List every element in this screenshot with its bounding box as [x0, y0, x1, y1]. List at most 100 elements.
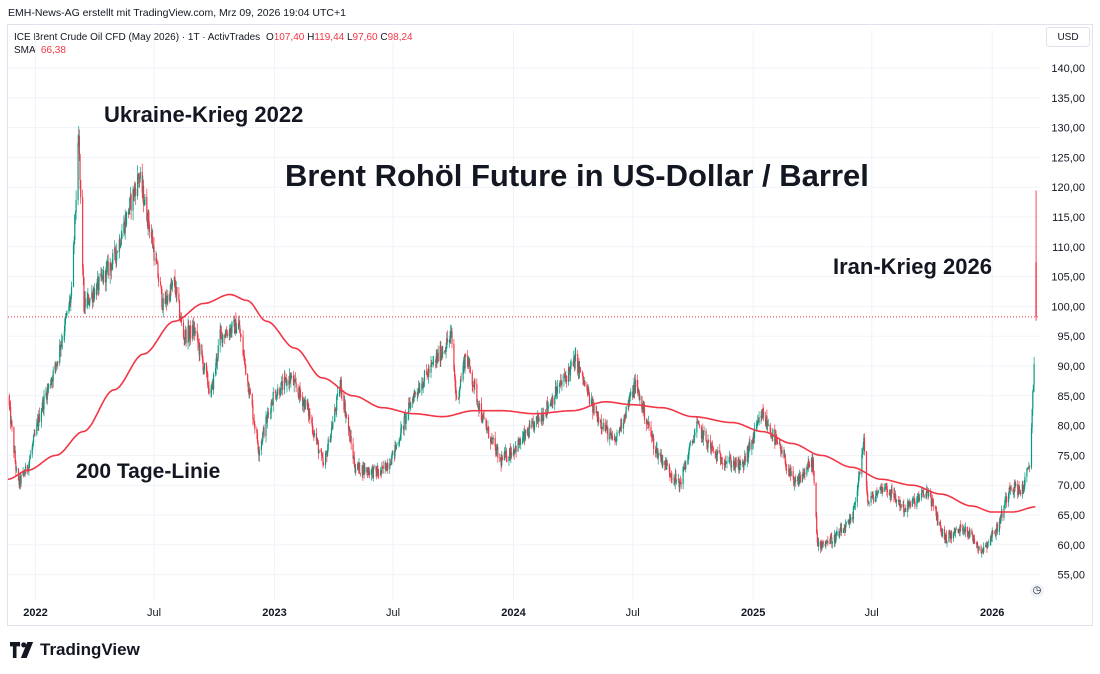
candle-body	[802, 471, 804, 475]
candle-body	[531, 420, 534, 422]
candle-body	[882, 487, 884, 492]
candle-body	[871, 496, 873, 498]
candle-body	[425, 370, 428, 373]
candle-body	[928, 492, 930, 496]
candle-body	[313, 433, 316, 436]
candle-body	[872, 492, 874, 498]
candle-body	[554, 397, 556, 405]
candle-body	[389, 463, 391, 469]
candle-body	[830, 535, 832, 538]
candle-body	[203, 369, 205, 371]
candle-body	[334, 408, 337, 410]
candle-body	[87, 294, 90, 305]
candle-body	[545, 414, 547, 415]
sma-label[interactable]: SMA	[14, 45, 36, 56]
candle-body	[157, 263, 159, 278]
candle-body	[888, 491, 890, 496]
tradingview-logo[interactable]: TradingView	[10, 640, 140, 660]
candle-body	[932, 499, 934, 501]
candle-body	[298, 393, 300, 399]
candle-body	[372, 467, 374, 478]
x-tick-label: Jul	[865, 607, 879, 619]
candle-body	[630, 391, 632, 396]
candle-body	[510, 452, 513, 456]
chart-title: Brent Rohöl Future in US-Dollar / Barrel	[285, 158, 869, 193]
candle-body	[510, 452, 512, 459]
candle-body	[520, 443, 522, 445]
candle-body	[243, 355, 245, 359]
chart-attribution: EMH-News-AG erstellt mit TradingView.com…	[8, 7, 346, 19]
candle-body	[591, 399, 593, 400]
candle-body	[298, 387, 300, 399]
candle-body	[396, 444, 398, 446]
candle-body	[615, 440, 617, 442]
candle-body	[807, 461, 809, 470]
candle-body	[787, 470, 790, 472]
candle-body	[197, 334, 199, 344]
candle-body	[577, 354, 579, 374]
candle-body	[124, 217, 126, 234]
candle-body	[36, 420, 39, 424]
candle-body	[863, 437, 866, 452]
candle-body	[867, 494, 869, 503]
candle-body	[708, 440, 710, 441]
candle-body	[224, 334, 226, 338]
candle-body	[381, 466, 384, 467]
candle-body	[42, 399, 44, 409]
candle-body	[97, 277, 99, 291]
candle-body	[381, 466, 383, 473]
candle-body	[327, 439, 329, 450]
clock-icon[interactable]: ◷	[1030, 584, 1044, 598]
candle-body	[921, 492, 923, 494]
candle-body	[662, 461, 664, 466]
candle-body	[836, 531, 838, 536]
currency-button[interactable]: USD	[1046, 27, 1090, 47]
candle-body	[80, 179, 82, 198]
candle-body	[643, 404, 646, 420]
candle-body	[803, 471, 805, 477]
candle-body	[824, 544, 826, 546]
candle-body	[285, 378, 287, 386]
candle-body	[620, 419, 622, 431]
symbol-name[interactable]: ICE Brent Crude Oil CFD (May 2026) · 1T …	[14, 32, 261, 43]
candle-body	[100, 272, 102, 277]
candle-body	[116, 251, 118, 261]
candle-body	[1023, 485, 1025, 491]
candle-body	[391, 455, 393, 465]
candle-body	[334, 408, 336, 422]
candle-body	[622, 422, 625, 429]
candle-body	[696, 421, 698, 433]
candle-body	[165, 295, 168, 303]
candle-body	[399, 439, 401, 441]
candle-body	[161, 306, 164, 310]
candle-body	[981, 551, 983, 553]
candle-body	[674, 473, 676, 484]
candle-body	[954, 532, 956, 534]
candle-body	[404, 416, 406, 417]
candle-body	[46, 393, 48, 400]
candle-body	[540, 418, 542, 420]
candle-body	[737, 459, 739, 467]
candle-body	[908, 503, 910, 508]
candle-body	[648, 422, 650, 427]
candle-body	[18, 480, 20, 486]
candle-body	[831, 541, 834, 544]
candle-body	[949, 530, 951, 534]
candle-body	[732, 460, 735, 466]
candle-body	[454, 376, 456, 387]
candle-body	[515, 445, 517, 452]
candle-body	[812, 459, 815, 471]
candle-body	[235, 319, 237, 334]
candle-body	[472, 384, 474, 387]
candle-body	[289, 375, 291, 381]
candle-body	[691, 440, 693, 443]
candle-body	[15, 468, 18, 471]
candle-body	[329, 439, 331, 442]
candle-body	[923, 495, 925, 498]
candle-body	[1022, 484, 1024, 493]
candle-body	[129, 198, 131, 210]
candle-body	[994, 532, 997, 536]
candle-body	[380, 470, 382, 473]
candle-body	[894, 493, 896, 498]
